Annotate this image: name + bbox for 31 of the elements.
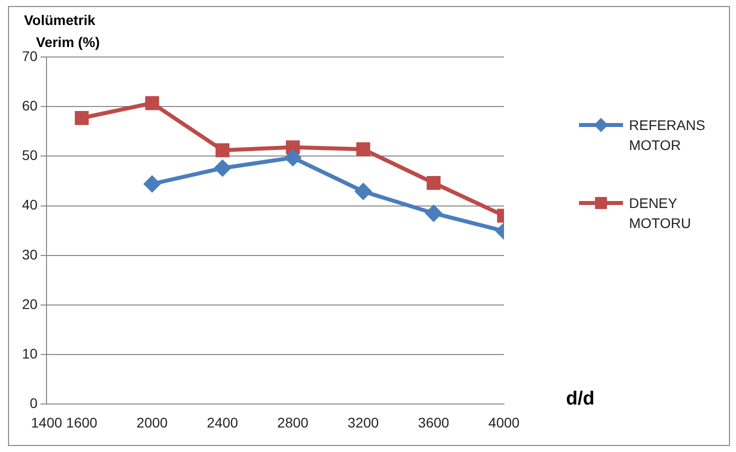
point bbox=[144, 176, 160, 192]
point bbox=[355, 183, 372, 200]
x-tick-label: 3600 bbox=[418, 414, 450, 430]
x-tick-label: 2000 bbox=[136, 414, 168, 430]
point bbox=[356, 142, 370, 156]
y-tick-label: 10 bbox=[22, 345, 38, 362]
point bbox=[286, 140, 300, 154]
point bbox=[74, 111, 89, 125]
point bbox=[214, 160, 231, 176]
y-tick-label: 30 bbox=[22, 246, 38, 262]
x-tick-label: 1400 bbox=[30, 414, 62, 430]
y-tick-label: 50 bbox=[22, 147, 38, 164]
x-tick-label: 1600 bbox=[66, 414, 98, 430]
x-tick-label: 2800 bbox=[277, 414, 309, 430]
y-tick-label: 40 bbox=[22, 196, 38, 213]
legend-label: REFERANS MOTOR bbox=[629, 116, 706, 155]
y-tick-label: 0 bbox=[30, 395, 38, 412]
x-tick-label: 2400 bbox=[206, 414, 238, 430]
point bbox=[145, 96, 160, 110]
y-tick-label: 20 bbox=[22, 296, 38, 312]
x-axis-title: d/d bbox=[566, 388, 594, 410]
legend-label: DENEY MOTORU bbox=[629, 194, 692, 233]
y-tick-label: 60 bbox=[22, 97, 38, 114]
point bbox=[284, 150, 301, 166]
point bbox=[426, 176, 441, 190]
x-tick-label: 4000 bbox=[488, 414, 520, 430]
y-axis-title: Volümetrik Verim (%) bbox=[24, 12, 100, 50]
y-tick-label: 70 bbox=[22, 48, 38, 64]
x-tick-label: 3200 bbox=[348, 414, 380, 430]
point bbox=[426, 205, 442, 222]
point bbox=[216, 143, 230, 158]
